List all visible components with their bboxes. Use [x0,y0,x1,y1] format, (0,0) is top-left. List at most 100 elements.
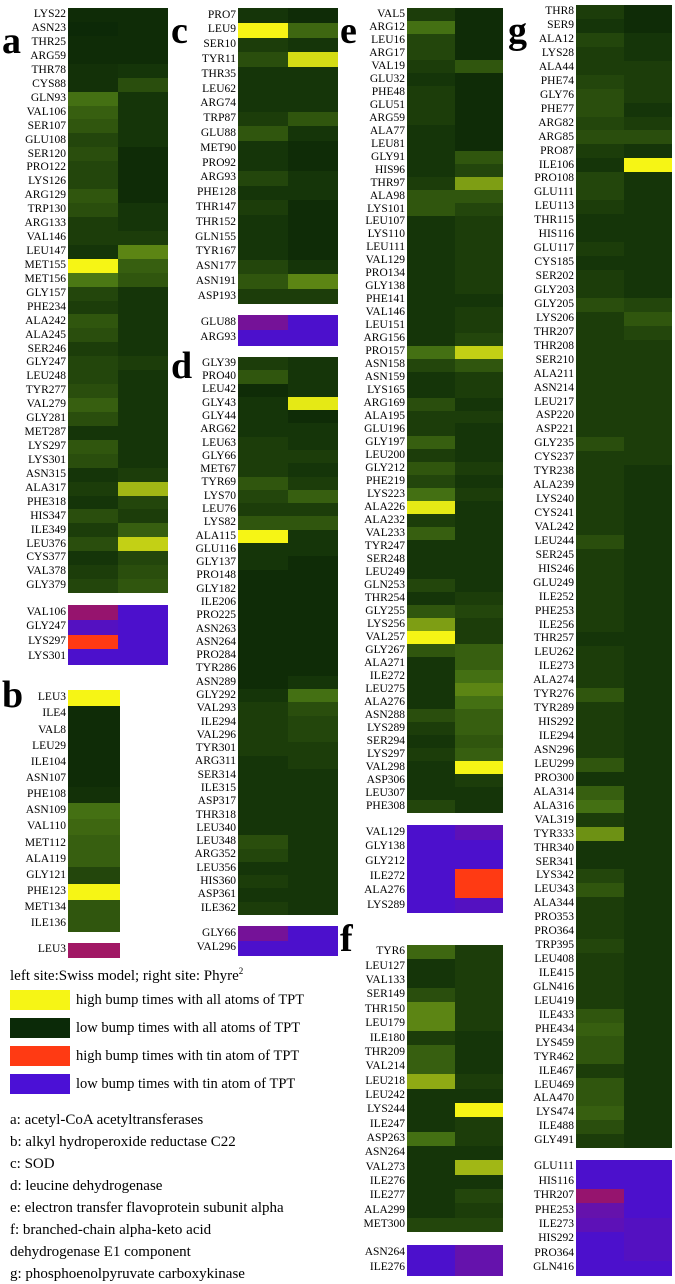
heatmap-cell-swiss [68,133,118,148]
heatmap-cell-phyre [624,827,672,842]
row-label: LEU248 [26,370,66,383]
row-label: GLU117 [533,242,574,255]
heatmap-cell-phyre [288,259,338,275]
row-label: LEU127 [365,959,405,972]
row-label: ARG156 [363,332,405,345]
row-label: LYS28 [541,47,574,60]
row-label: HIS246 [538,562,574,575]
heatmap-cell-phyre [455,1031,503,1046]
row-label: THR8 [545,5,574,18]
heatmap-cell-swiss [238,476,288,491]
row-label: ASP220 [535,409,574,422]
heatmap-cell-swiss [576,869,624,884]
row-label: PHE308 [366,799,405,812]
row-label: MET90 [200,141,236,154]
row-label: SER107 [27,119,66,132]
row-label: ALA470 [533,1092,574,1105]
heatmap-cell-phyre [288,888,338,903]
row-label: VAL110 [27,820,66,833]
heatmap-cell-phyre [288,22,338,39]
row-label: PHE219 [366,475,405,488]
heatmap-cell-phyre [455,988,503,1003]
heatmap-cell-phyre [118,244,168,260]
heatmap-cell-phyre [624,841,672,856]
heatmap-cell-swiss [407,332,455,347]
heatmap-cell-swiss [238,200,288,216]
legend-swatch-low-all [10,1018,70,1038]
row-label: PHE108 [27,788,66,801]
heatmap-cell-swiss [576,1174,624,1190]
heatmap-cell-phyre [118,481,168,496]
heatmap-cell-swiss [576,1260,624,1276]
heatmap-cell-phyre [624,618,672,633]
heatmap-cell-phyre [624,980,672,996]
heatmap-cell-phyre [455,475,503,489]
row-label: ASN289 [195,675,236,688]
heatmap-cell-swiss [68,189,118,204]
heatmap-cell-swiss [576,88,624,104]
row-label: GLY212 [365,854,405,867]
legend-swatch-high-tin [10,1046,70,1066]
row-label: THR209 [364,1045,405,1058]
heatmap-cell-swiss [576,437,624,452]
heatmap-cell-phyre [455,371,503,386]
heatmap-cell-phyre [118,370,168,385]
heatmap-cell-phyre [624,18,672,34]
heatmap-cell-swiss [407,1002,455,1018]
row-label: PRO300 [534,771,574,784]
heatmap-cell-swiss [68,915,120,933]
heatmap-cell-swiss [238,808,288,823]
row-label: VAL8 [38,723,66,736]
row-label: ILE277 [369,1189,405,1202]
heatmap-cell-phyre [624,158,672,173]
heatmap-cell-swiss [238,489,288,504]
heatmap-cell-phyre [118,35,168,51]
heatmap-cell-swiss [576,799,624,814]
row-label: GLY292 [196,689,236,702]
row-label: HIS292 [538,1232,574,1245]
legend-label-low-all: low bump times with all atoms of TPT [76,1020,301,1036]
heatmap-cell-swiss [407,883,455,899]
heatmap-cell-swiss [68,802,120,820]
heatmap-cell-swiss [407,111,455,126]
heatmap-cell-swiss [238,450,288,464]
row-label: VAL19 [371,59,405,72]
row-label: PRO225 [196,609,236,622]
heatmap-cell-phyre [118,147,168,162]
heatmap-cell-swiss [407,1016,455,1032]
row-label: LEU249 [365,566,405,579]
heatmap-cell-swiss [576,841,624,856]
heatmap-cell-swiss [576,1008,624,1024]
heatmap-cell-phyre [455,761,503,775]
heatmap-cell-phyre [455,462,503,476]
row-label: ALA119 [25,852,66,865]
row-label: THR207 [533,1189,574,1202]
heatmap-cell-phyre [624,214,672,229]
heatmap-cell-swiss [407,124,455,139]
heatmap-cell-phyre [118,384,168,399]
heatmap-cell-swiss [576,827,624,842]
row-label: GLY76 [540,88,574,101]
row-label: LEU242 [365,1088,405,1101]
panel-letter-e: e [340,10,357,52]
row-label: PRO157 [365,345,405,358]
heatmap-cell-phyre [624,1217,672,1233]
heatmap-cell-swiss [238,244,288,261]
heatmap-cell-phyre [288,742,338,757]
row-label: ILE4 [42,707,66,720]
heatmap-cell-swiss [407,988,455,1003]
heatmap-cell-swiss [407,579,455,593]
heatmap-cell-swiss [576,924,624,940]
row-label: GLY205 [534,297,574,310]
heatmap-cell-phyre [455,59,503,74]
heatmap-cell-phyre [288,808,338,823]
row-label: ASN288 [364,708,405,721]
heatmap-cell-phyre [118,551,168,566]
row-label: ALA115 [195,529,236,542]
heatmap-cell-phyre [118,425,168,441]
heatmap-cell-swiss [576,18,624,34]
heatmap-cell-phyre [288,795,338,810]
heatmap-cell-phyre [624,32,672,48]
heatmap-cell-phyre [624,771,672,787]
heatmap-cell-phyre [288,755,338,770]
